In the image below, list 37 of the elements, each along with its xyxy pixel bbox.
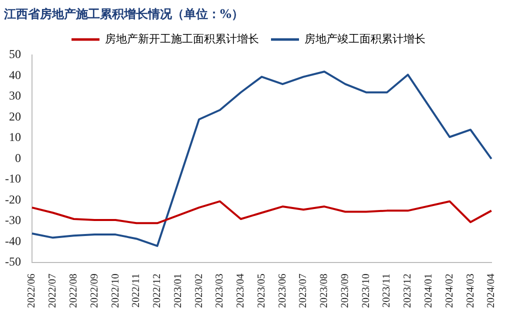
x-tick-label: 2023/01: [172, 274, 184, 308]
x-tick-label: 2023/07: [298, 274, 310, 308]
x-tick-label: 2023/08: [319, 274, 330, 308]
x-tick-label: 2024/02: [444, 274, 456, 308]
x-tick-label: 2023/09: [340, 274, 351, 308]
y-tick-label: 30: [8, 88, 21, 103]
legend-label: 房地产新开工施工面积累计增长: [105, 32, 259, 46]
x-tick-label: 2022/07: [48, 274, 59, 308]
x-tick-label: 2024/03: [465, 274, 476, 308]
x-tick-label: 2024/01: [424, 274, 435, 308]
x-tick-label: 2023/05: [256, 274, 268, 308]
x-tick-label: 2022/11: [131, 274, 142, 308]
y-tick-label: 40: [8, 68, 21, 82]
x-tick-label: 2023/10: [360, 274, 372, 308]
x-tick-label: 2023/02: [194, 274, 205, 308]
x-tick-label: 2022/09: [89, 274, 100, 308]
y-tick-label: 50: [8, 47, 21, 62]
y-tick-label: 0: [14, 150, 21, 165]
x-tick-label: 2022/10: [110, 274, 122, 308]
x-tick-label: 2022/08: [68, 274, 80, 308]
x-tick-label: 2024/04: [486, 272, 498, 308]
y-tick-label: -20: [4, 192, 21, 206]
y-tick-label: 10: [8, 130, 21, 144]
x-tick-label: 2023/12: [402, 274, 414, 308]
y-tick-label: 20: [8, 109, 21, 124]
x-tick-label: 2023/11: [382, 274, 393, 308]
x-tick-label: 2023/03: [214, 274, 226, 308]
y-tick-label: -50: [4, 254, 21, 269]
x-tick-label: 2023/06: [277, 274, 288, 308]
y-tick-label: -40: [4, 234, 21, 248]
y-tick-label: -10: [4, 172, 21, 186]
legend-label: 房地产竣工面积累计增长: [304, 32, 426, 46]
y-tick-label: -30: [4, 213, 21, 228]
x-tick-label: 2022/06: [26, 274, 38, 308]
chart-title: 江西省房地产施工累积增长情况（单位：%）: [4, 6, 244, 23]
x-tick-label: 2022/12: [152, 274, 164, 308]
x-tick-label: 2023/04: [236, 272, 247, 308]
